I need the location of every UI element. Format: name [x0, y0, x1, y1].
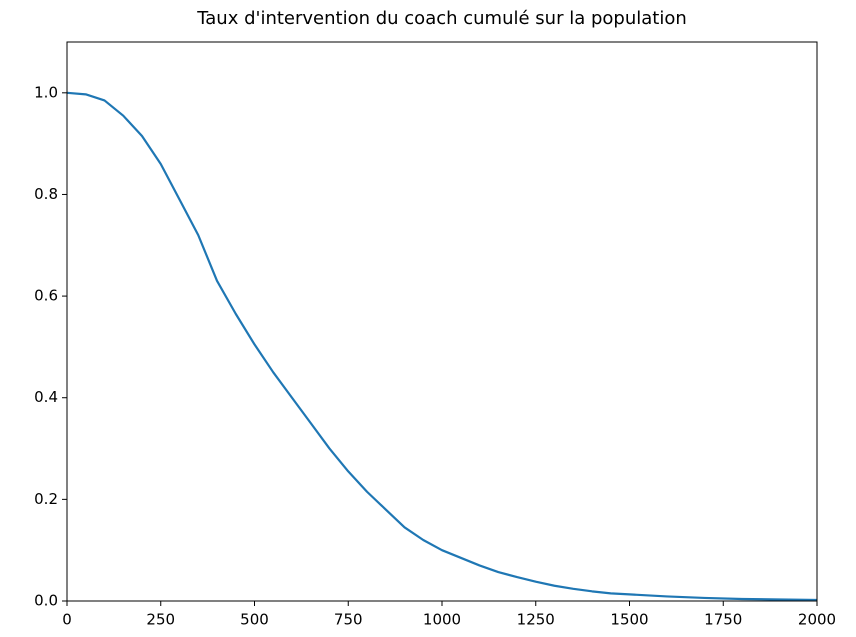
y-tick-label: 0.2 — [34, 490, 58, 508]
x-tick-label: 1750 — [704, 611, 742, 629]
y-tick-label: 1.0 — [34, 83, 58, 101]
plot-frame — [66, 41, 818, 602]
y-tick-label: 0.6 — [34, 287, 58, 305]
chart-title: Taux d'intervention du coach cumulé sur … — [196, 8, 687, 29]
x-tick-label: 1000 — [423, 611, 461, 629]
y-tick-label: 0.8 — [34, 185, 58, 203]
x-tick-label: 500 — [240, 611, 269, 629]
x-tick-label: 250 — [146, 611, 175, 629]
x-tick-label: 750 — [334, 611, 363, 629]
y-tick-label: 0.0 — [34, 592, 58, 610]
line-series — [66, 91, 818, 602]
x-tick-label: 1500 — [610, 611, 648, 629]
x-tick-label: 2000 — [798, 611, 836, 629]
x-tick-label: 1250 — [517, 611, 555, 629]
x-tick-label: 0 — [62, 611, 72, 629]
y-tick-label: 0.4 — [34, 388, 58, 406]
